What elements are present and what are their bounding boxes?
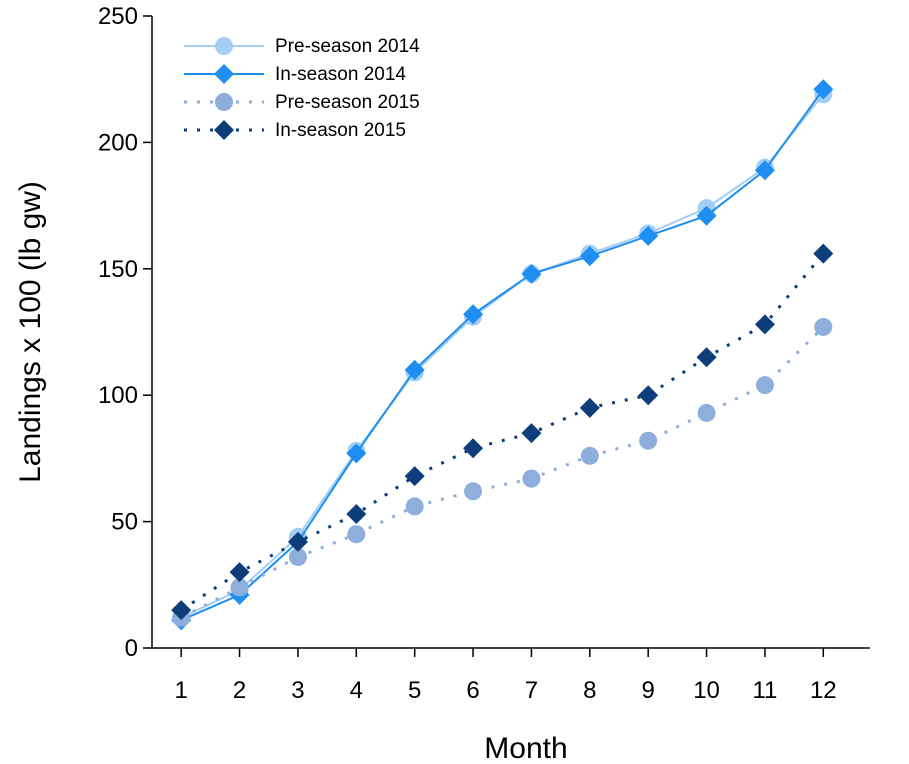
legend-label: In-season 2015 (275, 120, 406, 141)
x-axis: 1 2 3 4 5 6 7 8 9 10 11 12 Month (152, 647, 870, 764)
y-tick-label: 150 (98, 256, 138, 283)
y-tick-label: 100 (98, 382, 138, 409)
x-tick-label: 8 (583, 677, 596, 704)
data-point (522, 469, 541, 488)
y-tick-label: 250 (98, 3, 138, 30)
x-tick-label: 6 (466, 677, 479, 704)
data-point (579, 246, 600, 267)
data-point (287, 531, 308, 552)
series-1 (172, 85, 833, 627)
data-point (405, 497, 424, 516)
data-point (813, 79, 834, 100)
x-tick-label: 5 (408, 677, 421, 704)
data-point (404, 466, 425, 487)
x-tick-label: 3 (291, 677, 304, 704)
data-point (813, 243, 834, 264)
y-tick-label: 200 (98, 129, 138, 156)
data-point (346, 504, 367, 525)
legend-item: In-season 2014 (184, 64, 406, 85)
data-point (404, 359, 425, 380)
legend-label: In-season 2014 (275, 64, 406, 85)
data-point (464, 482, 483, 501)
plot-area (171, 79, 834, 631)
series-3 (172, 317, 833, 627)
data-point (755, 376, 774, 395)
data-point (229, 562, 250, 583)
x-tick-label: 7 (525, 677, 538, 704)
y-tick-group: 0 50 100 150 200 250 (98, 3, 152, 662)
y-axis-title: Landings x 100 (lb gw) (14, 181, 47, 483)
data-point (579, 397, 600, 418)
legend-marker (215, 37, 233, 55)
y-axis: 0 50 100 150 200 250 Landings x 100 (lb gw) (14, 3, 153, 662)
data-point (697, 403, 716, 422)
legend-label: Pre-season 2014 (275, 36, 420, 57)
data-point (346, 443, 367, 464)
data-point (463, 438, 484, 459)
data-point (754, 160, 775, 181)
legend-item: Pre-season 2015 (184, 92, 420, 113)
x-tick-label: 10 (693, 677, 720, 704)
data-point (638, 225, 659, 246)
x-tick-label: 1 (175, 677, 188, 704)
series-line (180, 325, 825, 619)
legend-marker (214, 64, 234, 84)
x-axis-title: Month (484, 732, 567, 764)
data-point (696, 205, 717, 226)
data-point (230, 578, 249, 597)
y-tick-label: 0 (125, 635, 138, 662)
legend: Pre-season 2014 In-season 2014 Pre-season … (184, 36, 420, 141)
legend-marker (215, 93, 233, 111)
series-line (180, 93, 825, 619)
legend-item: In-season 2015 (184, 120, 406, 141)
series-2 (171, 79, 834, 631)
legend-item: Pre-season 2014 (184, 36, 420, 57)
y-tick-label: 50 (111, 509, 138, 536)
x-tick-group: 1 2 3 4 5 6 7 8 9 10 11 12 (175, 648, 837, 704)
data-point (288, 547, 307, 566)
x-tick-label: 2 (233, 677, 246, 704)
series-line (180, 252, 825, 612)
data-point (639, 431, 658, 450)
data-point (638, 385, 659, 406)
series-line (180, 88, 825, 622)
x-tick-label: 12 (810, 677, 837, 704)
data-point (521, 263, 542, 284)
data-point (463, 304, 484, 325)
data-point (521, 423, 542, 444)
legend-marker (214, 120, 234, 140)
series-4 (171, 243, 834, 621)
data-point (171, 600, 192, 621)
x-tick-label: 11 (752, 677, 777, 704)
data-point (580, 446, 599, 465)
data-point (696, 347, 717, 368)
x-tick-label: 9 (641, 677, 654, 704)
data-point (347, 525, 366, 544)
legend-label: Pre-season 2015 (275, 92, 420, 113)
data-point (754, 314, 775, 335)
x-tick-label: 4 (350, 677, 363, 704)
data-point (814, 317, 833, 336)
